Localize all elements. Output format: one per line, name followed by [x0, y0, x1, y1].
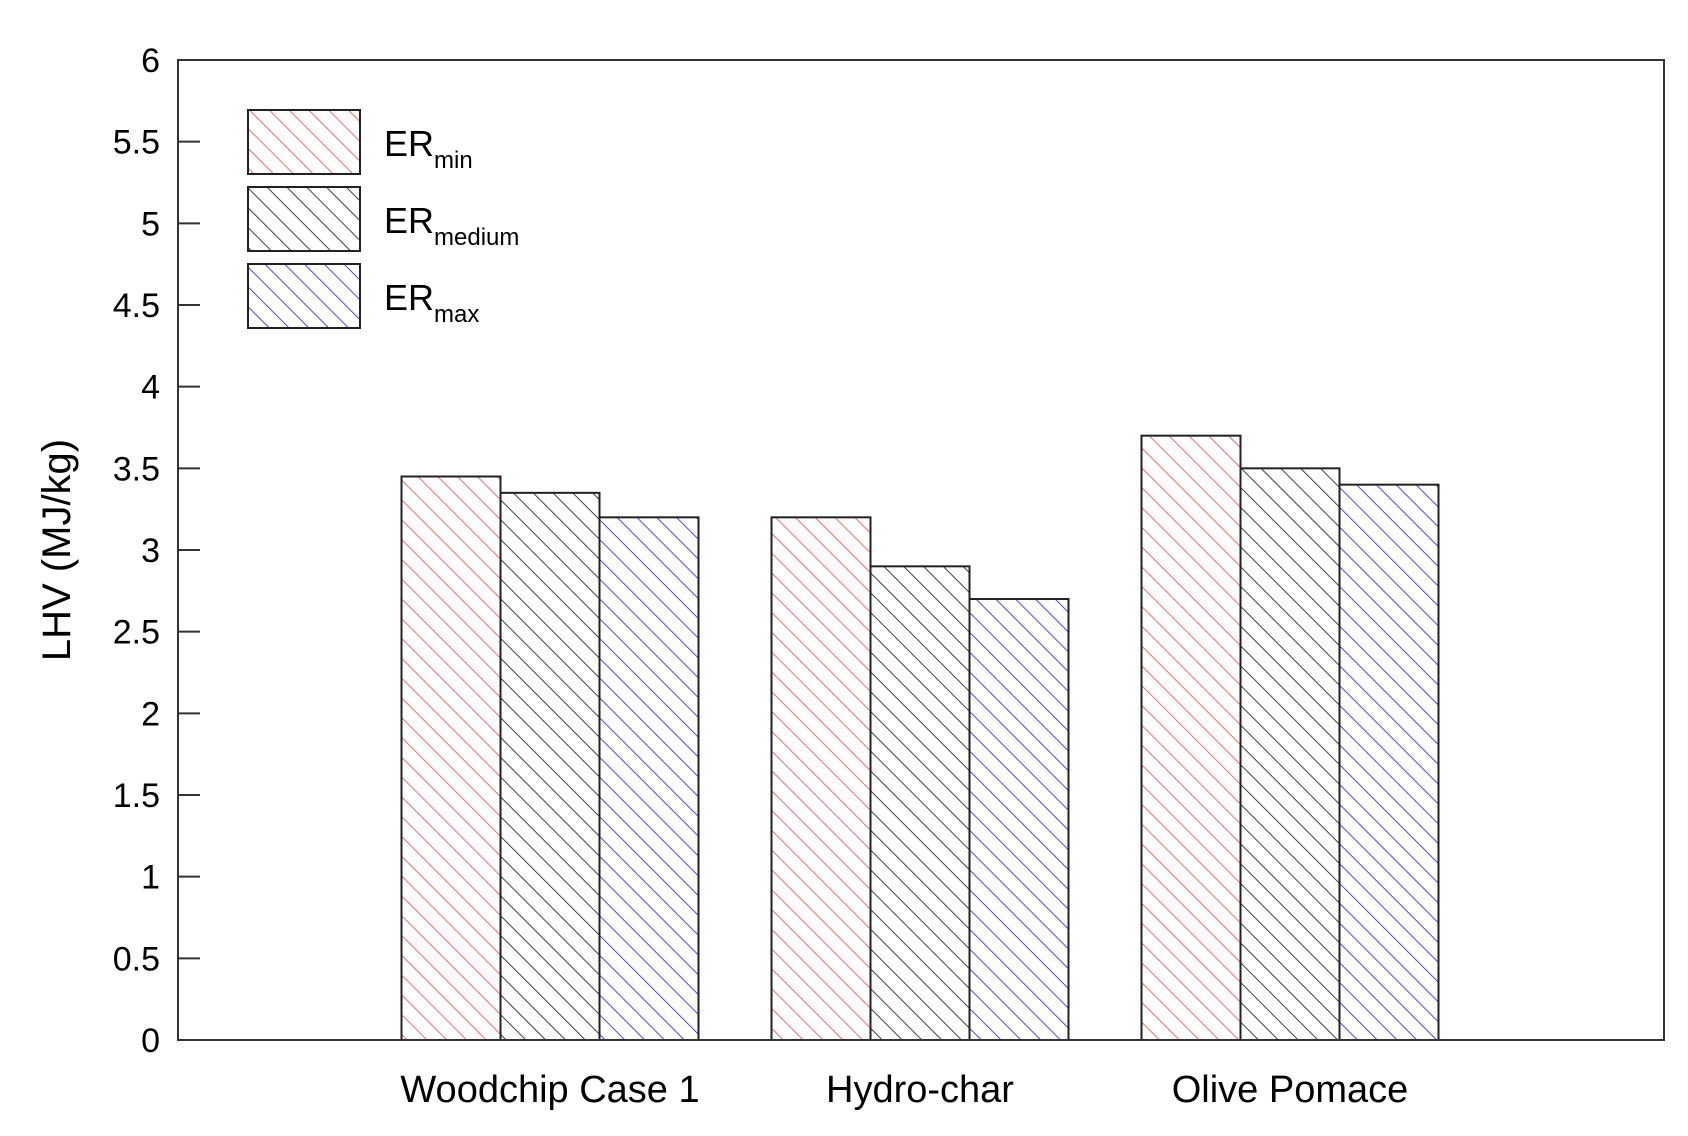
legend-swatch-ermax	[247, 263, 361, 329]
legend-swatch-ermedium	[247, 186, 361, 252]
legend-label-ermin: ERmin	[384, 123, 473, 174]
y-tick-label: 1.5	[113, 777, 160, 815]
y-axis-title: LHV (MJ/kg)	[35, 439, 79, 661]
bar-ermin-0	[400, 475, 502, 1041]
y-tick-label: 3	[141, 532, 160, 570]
bar-ermax-0	[598, 516, 700, 1041]
legend-label-main: ER	[384, 200, 434, 241]
legend-label-main: ER	[384, 277, 434, 318]
bar-ermedium-1	[869, 565, 971, 1041]
legend-swatch-ermin	[247, 109, 361, 175]
y-tick-label: 1	[141, 859, 160, 897]
bar-ermedium-2	[1239, 467, 1341, 1042]
y-tick-label: 4.5	[113, 287, 160, 325]
x-tick-label: Woodchip Case 1	[400, 1069, 699, 1111]
y-tick-label: 5	[141, 205, 160, 243]
legend-label-main: ER	[384, 123, 434, 164]
y-tick-label: 5.5	[113, 124, 160, 162]
legend-label-ermedium: ERmedium	[384, 200, 519, 251]
bar-ermin-1	[770, 516, 872, 1041]
y-tick-label: 4	[141, 369, 160, 407]
y-axis: 0 0.5 1 1.5 2 2.5 3 3.5 4 4.5 5 5.5 6	[113, 42, 200, 1060]
bar-ermedium-0	[499, 491, 601, 1042]
y-tick-label: 0.5	[113, 940, 160, 978]
legend-label-ermax: ERmax	[384, 277, 479, 328]
y-tick-label: 0	[141, 1022, 160, 1060]
x-tick-label: Hydro-char	[826, 1069, 1014, 1111]
y-tick-label: 6	[141, 42, 160, 80]
y-tick-label: 2.5	[113, 614, 160, 652]
bar-ermax-1	[968, 598, 1070, 1041]
y-tick-label: 3.5	[113, 450, 160, 488]
legend-label-sub: min	[434, 147, 473, 174]
x-tick-label: Olive Pomace	[1172, 1069, 1409, 1111]
legend-label-sub: medium	[434, 224, 519, 251]
legend-label-sub: max	[434, 301, 479, 328]
bars-layer	[400, 434, 1440, 1042]
bar-ermin-2	[1140, 434, 1242, 1041]
x-axis: Woodchip Case 1 Hydro-char Olive Pomace	[400, 1069, 1408, 1111]
y-tick-label: 2	[141, 695, 160, 733]
bar-ermax-2	[1338, 483, 1440, 1041]
